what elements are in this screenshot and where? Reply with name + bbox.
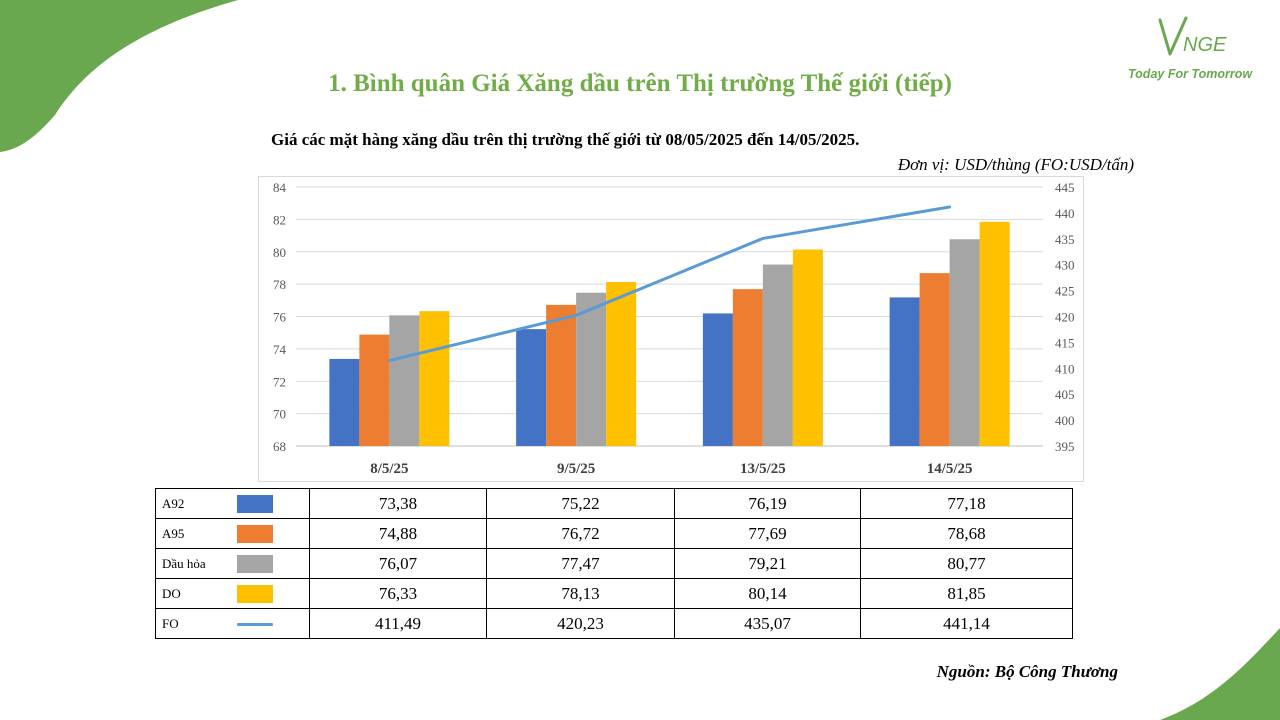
right-tick-label: 410 <box>1055 361 1075 376</box>
fo-line <box>387 205 952 363</box>
table-cell: 435,07 <box>674 608 861 639</box>
right-tick-label: 420 <box>1055 310 1075 325</box>
table-row: DO 76,33 78,13 80,14 81,85 <box>155 578 1073 609</box>
right-tick-label: 395 <box>1055 439 1075 454</box>
bar <box>979 221 1010 446</box>
table-cell: 77,47 <box>486 548 675 579</box>
legend-cell: FO <box>155 608 310 639</box>
bar <box>516 329 547 446</box>
table-row: A92 73,38 75,22 76,19 77,18 <box>155 488 1073 519</box>
left-tick-label: 78 <box>273 277 286 292</box>
right-tick-label: 430 <box>1055 258 1075 273</box>
left-tick-label: 70 <box>273 407 286 422</box>
bar <box>389 315 420 446</box>
bar <box>419 311 450 446</box>
left-axis-ticks: 68 70 72 74 76 78 80 82 84 <box>273 180 287 454</box>
left-tick-label: 74 <box>273 342 287 357</box>
x-tick-label: 14/5/25 <box>927 461 973 477</box>
table-cell: 78,13 <box>486 578 675 609</box>
top-left-green-shape <box>0 0 238 152</box>
left-tick-label: 82 <box>273 212 286 227</box>
table-cell: 74,88 <box>309 518 487 549</box>
table-cell: 79,21 <box>674 548 861 579</box>
right-tick-label: 425 <box>1055 284 1075 299</box>
table-cell: 441,14 <box>860 608 1073 639</box>
x-axis-categories: 8/5/25 9/5/25 13/5/25 14/5/25 <box>370 461 972 477</box>
source-note: Nguồn: Bộ Công Thương <box>936 662 1118 681</box>
bar <box>606 282 637 446</box>
vnge-logo-mark: NGE <box>1158 16 1227 56</box>
table-cell: 76,33 <box>309 578 487 609</box>
chart-title: Giá các mặt hàng xăng dầu trên thị trườn… <box>271 130 860 149</box>
x-tick-label: 13/5/25 <box>740 461 786 477</box>
bar <box>762 264 793 446</box>
legend-cell: Dầu hỏa <box>155 548 310 579</box>
logo-tagline: Today For Tomorrow <box>1128 67 1253 81</box>
table-cell: 77,69 <box>674 518 861 549</box>
left-tick-label: 72 <box>273 374 286 389</box>
table-cell: 73,38 <box>309 488 487 519</box>
legend-label: DO <box>162 586 181 601</box>
bar <box>329 358 360 446</box>
table-cell: 411,49 <box>309 608 487 639</box>
right-tick-label: 440 <box>1055 206 1075 221</box>
table-cell: 76,19 <box>674 488 861 519</box>
table-cell: 76,07 <box>309 548 487 579</box>
bottom-right-green-shape <box>1160 628 1280 720</box>
svg-text:NGE: NGE <box>1183 34 1227 56</box>
legend-label: A95 <box>162 526 185 541</box>
bar <box>792 249 823 446</box>
legend-swatch <box>237 525 273 543</box>
table-cell: 76,72 <box>486 518 675 549</box>
table-cell: 80,77 <box>860 548 1073 579</box>
table-cell: 420,23 <box>486 608 675 639</box>
x-tick-label: 8/5/25 <box>370 461 408 477</box>
right-tick-label: 445 <box>1055 180 1075 195</box>
legend-swatch <box>237 623 273 626</box>
right-tick-label: 400 <box>1055 413 1075 428</box>
left-tick-label: 76 <box>273 310 287 325</box>
right-axis-ticks: 395 400 405 410 415 420 425 430 435 440 445 <box>1055 180 1075 454</box>
bar <box>949 239 980 446</box>
table-row: FO 411,49 420,23 435,07 441,14 <box>155 608 1073 639</box>
bar <box>919 273 950 446</box>
table-cell: 77,18 <box>860 488 1073 519</box>
page-title: 1. Bình quân Giá Xăng dầu trên Thị trườn… <box>328 70 952 97</box>
legend-cell: A92 <box>155 488 310 519</box>
right-tick-label: 405 <box>1055 387 1075 402</box>
table-cell: 75,22 <box>486 488 675 519</box>
legend-label: FO <box>162 616 179 631</box>
bar <box>702 313 733 446</box>
bar <box>889 297 920 446</box>
data-table: A92 73,38 75,22 76,19 77,18 A95 74,88 76,72 77,6… <box>155 488 1073 639</box>
legend-label: A92 <box>162 496 185 511</box>
legend-swatch <box>237 495 273 513</box>
table-row: Dầu hỏa 76,07 77,47 79,21 80,77 <box>155 548 1073 579</box>
price-chart: 68 70 72 74 76 78 80 82 84 395 400 405 410 415 420 425… <box>258 176 1084 482</box>
legend-swatch <box>237 585 273 603</box>
legend-cell: DO <box>155 578 310 609</box>
bar <box>732 289 763 446</box>
table-row: A95 74,88 76,72 77,69 78,68 <box>155 518 1073 549</box>
bar <box>359 334 390 446</box>
table-cell: 80,14 <box>674 578 861 609</box>
right-tick-label: 415 <box>1055 335 1075 350</box>
bar <box>576 292 607 446</box>
legend-swatch <box>237 555 273 573</box>
table-cell: 78,68 <box>860 518 1073 549</box>
fo-line-series <box>387 205 952 363</box>
table-cell: 81,85 <box>860 578 1073 609</box>
legend-label: Dầu hỏa <box>162 556 206 571</box>
bar-series <box>329 221 1010 446</box>
x-tick-label: 9/5/25 <box>557 461 595 477</box>
bar <box>546 304 577 446</box>
left-tick-label: 80 <box>273 245 286 260</box>
right-tick-label: 435 <box>1055 232 1075 247</box>
legend-cell: A95 <box>155 518 310 549</box>
left-tick-label: 84 <box>273 180 287 195</box>
vnge-logo: NGE <box>1126 14 1266 86</box>
chart-unit: Đơn vị: USD/thùng (FO:USD/tấn) <box>897 155 1134 174</box>
left-tick-label: 68 <box>273 439 286 454</box>
